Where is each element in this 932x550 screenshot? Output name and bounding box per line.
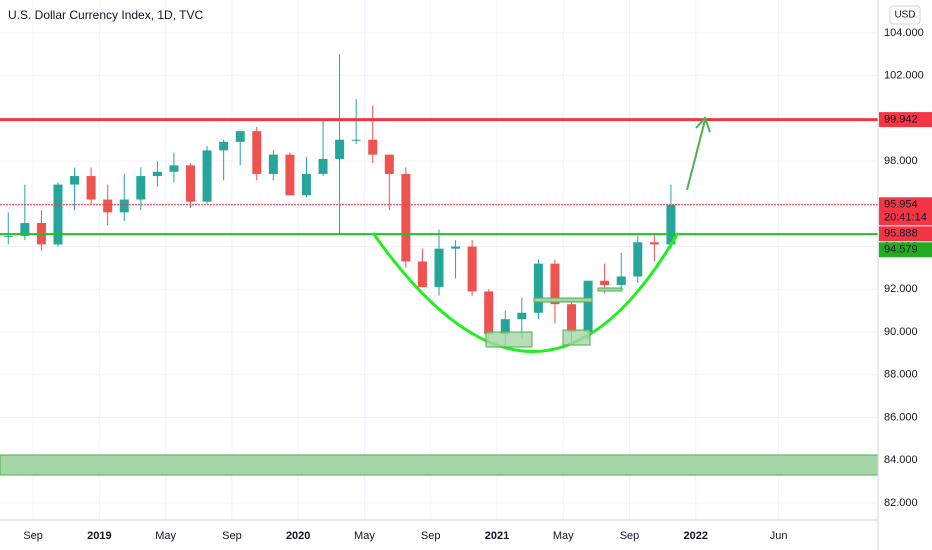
currency-box[interactable]: [889, 5, 921, 25]
price-label: 99.942: [884, 114, 918, 126]
zone-box: [562, 329, 591, 346]
candle-body: [335, 139, 345, 159]
price-label-box: [879, 226, 932, 242]
candle-body: [70, 176, 80, 185]
x-tick-label: Jun: [770, 530, 788, 542]
candle-body: [3, 235, 13, 237]
candle-body: [533, 263, 543, 313]
candle-body: [451, 246, 461, 249]
price-label-box: [879, 197, 932, 226]
x-tick-label: Sep: [222, 530, 242, 542]
cup-curve: [371, 232, 680, 353]
countdown: 20:41:14: [884, 212, 927, 224]
candle-body: [86, 176, 96, 200]
candle-body: [384, 154, 394, 174]
y-tick-label: 82.000: [884, 497, 918, 509]
price-label-box: [879, 242, 932, 258]
y-tick-label: 104.000: [884, 27, 924, 39]
candle-body: [401, 173, 411, 262]
price-label: 95.954: [884, 199, 918, 211]
candle-body: [186, 165, 196, 202]
candle-body: [351, 139, 361, 141]
x-tick-label: May: [155, 530, 176, 542]
arrow: [686, 116, 711, 191]
candle-body: [301, 173, 311, 196]
candle-body: [20, 223, 30, 236]
x-tick-label: 2019: [87, 530, 111, 542]
candle-body: [103, 199, 113, 213]
candle-body: [633, 242, 643, 277]
candle-body: [649, 242, 659, 245]
x-tick-label: May: [553, 530, 574, 542]
x-tick-label: May: [354, 530, 375, 542]
currency: USD: [894, 10, 915, 21]
candle-body: [567, 304, 577, 332]
candle-body: [252, 131, 262, 174]
y-tick-label: 88.000: [884, 369, 918, 381]
zone-box: [597, 287, 623, 292]
candle-body: [53, 184, 63, 245]
candle-body: [467, 246, 477, 292]
y-tick-label: 86.000: [884, 411, 918, 423]
candle-body: [484, 291, 494, 335]
candle-body: [219, 141, 229, 151]
x-tick-label: 2022: [684, 530, 708, 542]
candle-body: [517, 312, 527, 320]
x-tick-label: 2021: [485, 530, 509, 542]
support-zone: [0, 454, 879, 476]
candle-body: [136, 176, 146, 200]
candle-body: [318, 158, 328, 174]
candle-body: [417, 261, 427, 288]
price-label: 95.888: [884, 228, 918, 240]
candle-body: [202, 150, 212, 202]
candle-body: [500, 319, 510, 335]
y-tick-label: 84.000: [884, 454, 918, 466]
candle-body: [434, 248, 444, 288]
x-tick-label: 2020: [286, 530, 310, 542]
price-label-box: [879, 112, 932, 128]
x-tick-label: Sep: [421, 530, 441, 542]
candle-body: [235, 131, 245, 142]
candle-body: [368, 139, 378, 155]
y-tick-label: 90.000: [884, 326, 918, 338]
candle-body: [268, 154, 278, 174]
zone-box: [533, 297, 593, 303]
y-tick-label: 102.000: [884, 70, 924, 82]
x-tick-label: Sep: [23, 530, 43, 542]
y-tick-label: 98.000: [884, 155, 918, 167]
candle-body: [616, 276, 626, 285]
candle-body: [666, 204, 676, 245]
candle-body: [600, 280, 610, 285]
candle-body: [152, 171, 162, 177]
y-tick-label: 92.000: [884, 283, 918, 295]
candle-body: [285, 154, 295, 196]
candle-body: [169, 165, 179, 172]
x-tick-label: Sep: [620, 530, 640, 542]
price-label: 94.579: [884, 244, 918, 256]
candle-body: [550, 263, 560, 305]
zone-box: [485, 331, 533, 348]
chart-title: U.S. Dollar Currency Index, 1D, TVC: [8, 8, 204, 22]
candle-body: [119, 199, 129, 213]
candle-body: [583, 280, 593, 332]
